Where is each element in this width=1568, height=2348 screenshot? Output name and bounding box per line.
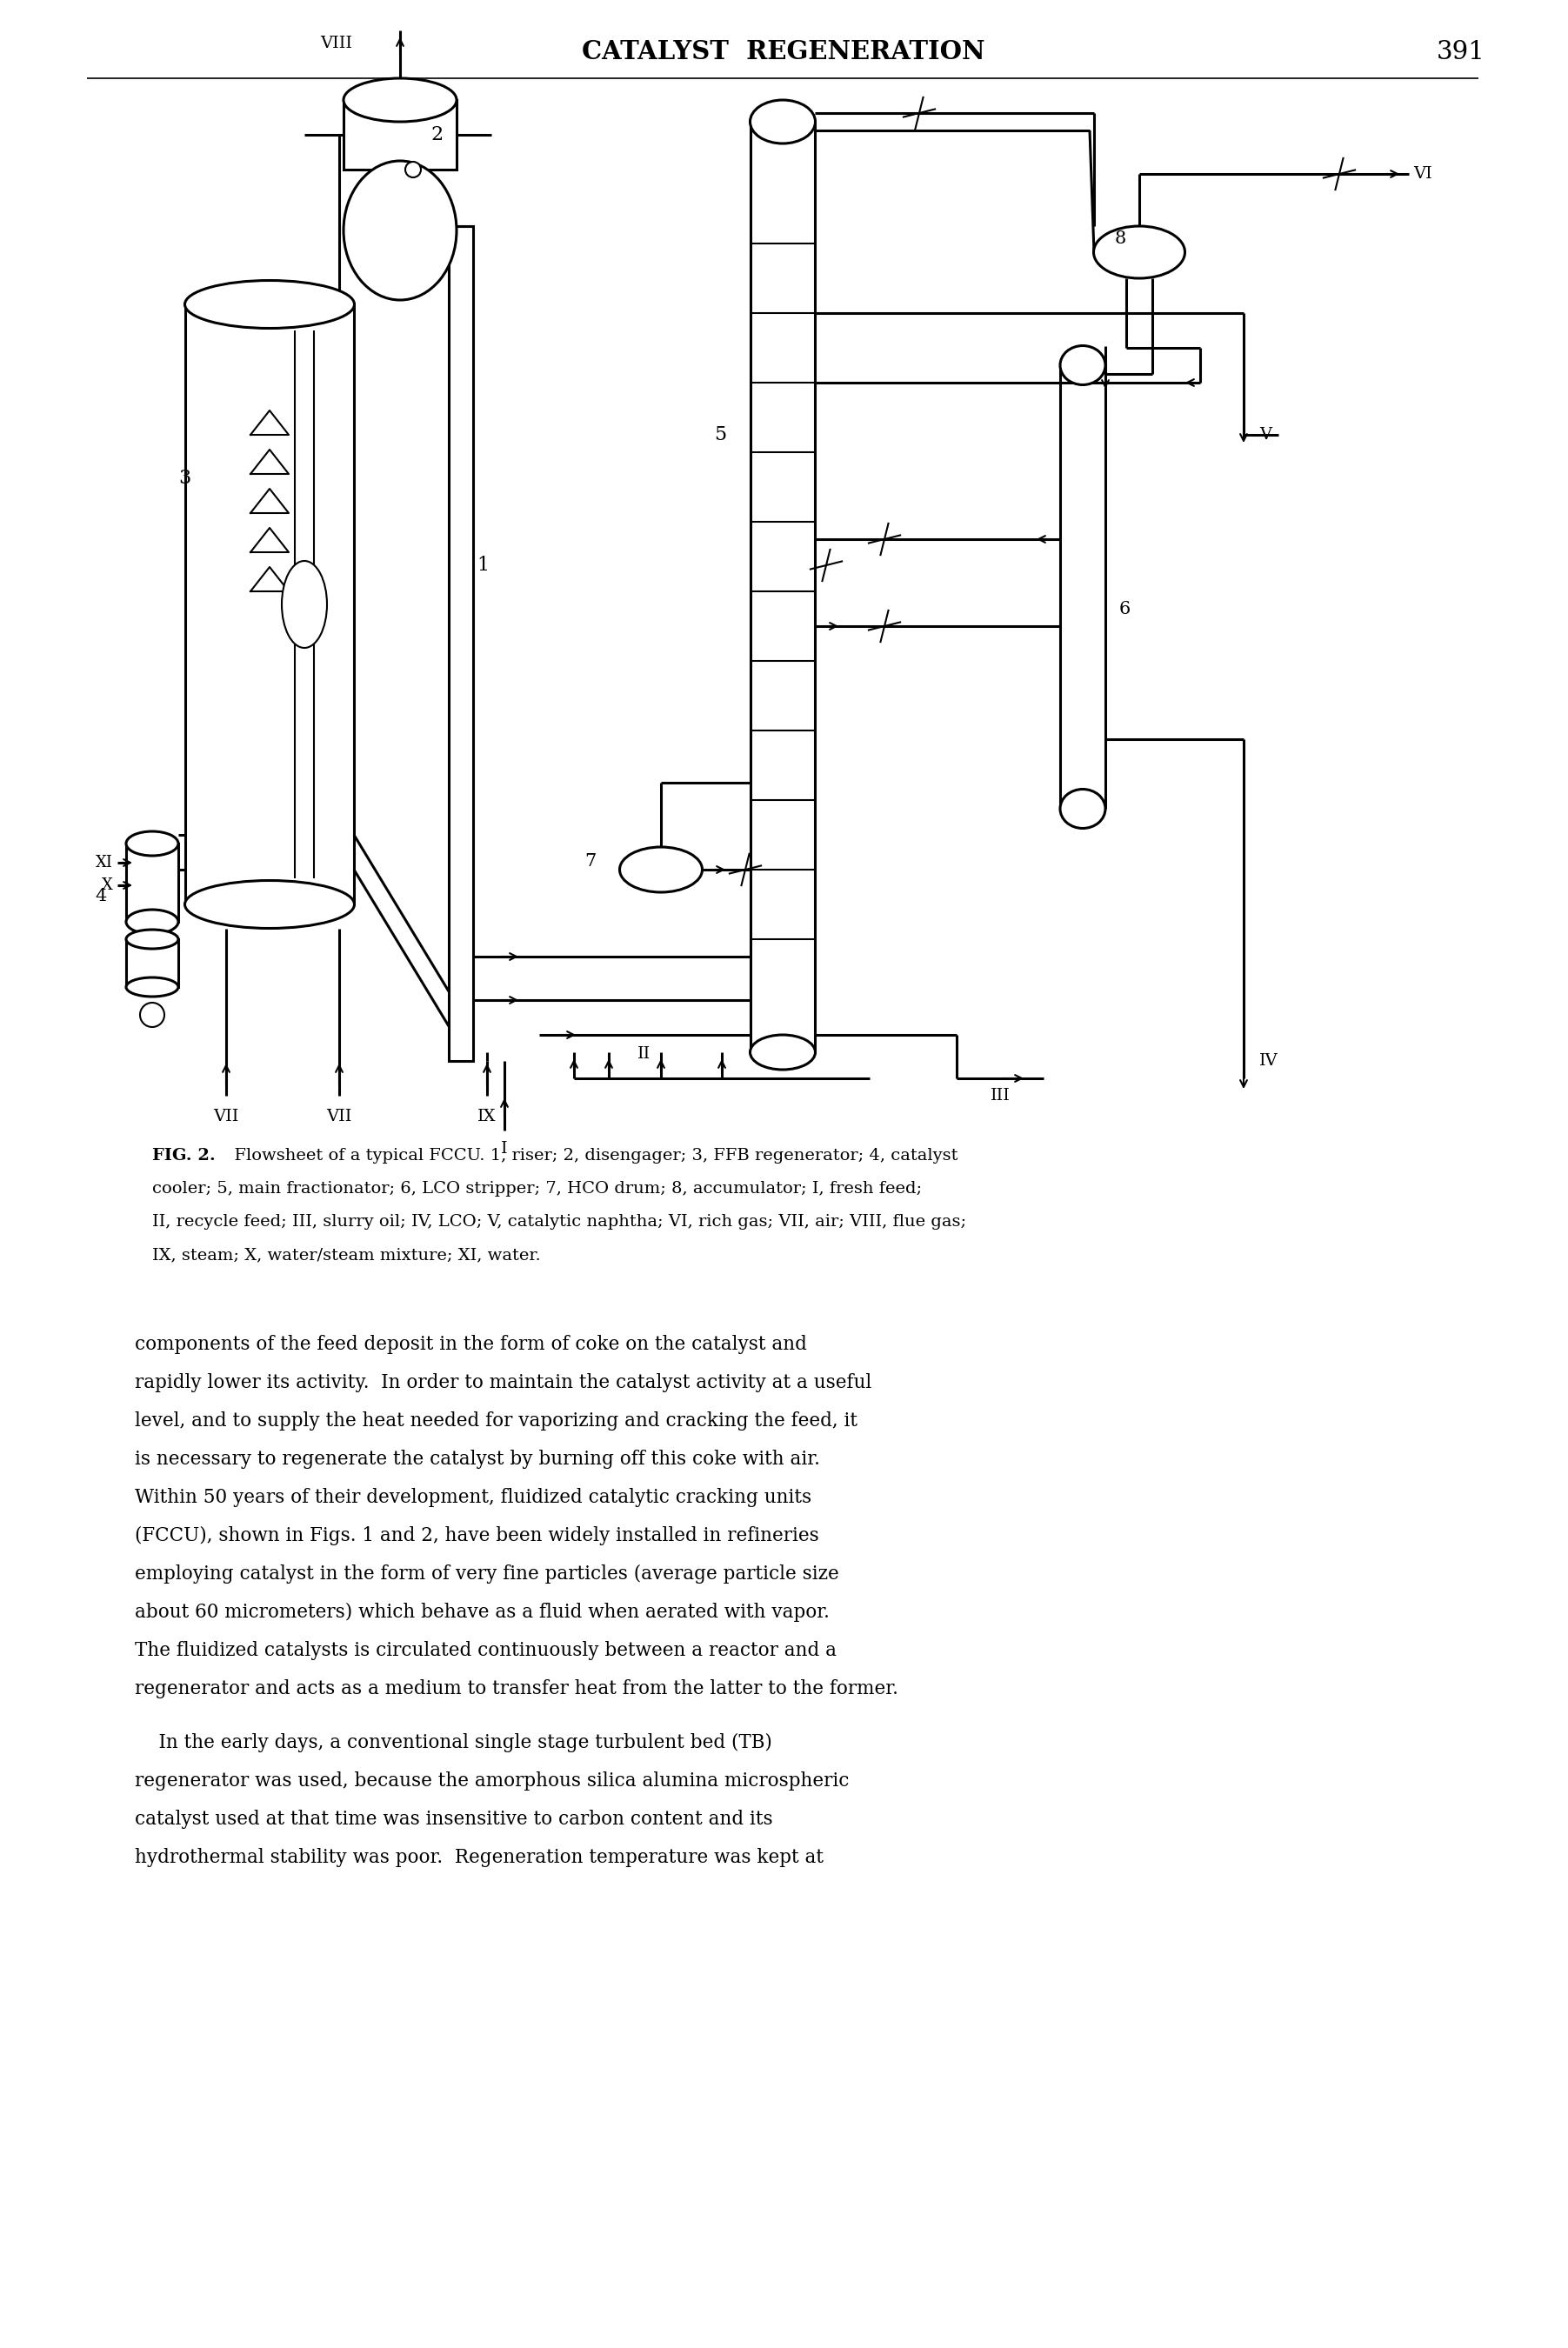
Text: I: I [502,1141,508,1158]
Text: is necessary to regenerate the catalyst by burning off this coke with air.: is necessary to regenerate the catalyst … [135,1449,820,1470]
Ellipse shape [1060,789,1105,829]
Ellipse shape [405,162,420,178]
Text: 3: 3 [179,470,191,488]
Text: VI: VI [1413,167,1432,181]
Text: VIII: VIII [320,35,353,52]
Ellipse shape [1060,345,1105,385]
Text: CATALYST  REGENERATION: CATALYST REGENERATION [582,40,985,66]
Text: In the early days, a conventional single stage turbulent bed (TB): In the early days, a conventional single… [135,1733,771,1752]
Text: cooler; 5, main fractionator; 6, LCO stripper; 7, HCO drum; 8, accumulator; I, f: cooler; 5, main fractionator; 6, LCO str… [152,1181,922,1197]
Ellipse shape [750,1035,815,1071]
Text: II, recycle feed; III, slurry oil; IV, LCO; V, catalytic naphtha; VI, rich gas; : II, recycle feed; III, slurry oil; IV, L… [152,1214,966,1230]
Ellipse shape [619,848,702,892]
Bar [125,939,179,986]
Text: catalyst used at that time was insensitive to carbon content and its: catalyst used at that time was insensiti… [135,1810,773,1829]
Text: regenerator and acts as a medium to transfer heat from the latter to the former.: regenerator and acts as a medium to tran… [135,1679,898,1698]
Text: 4: 4 [96,888,107,904]
Text: (FCCU), shown in Figs. 1 and 2, have been widely installed in refineries: (FCCU), shown in Figs. 1 and 2, have bee… [135,1526,818,1545]
Ellipse shape [185,880,354,927]
Ellipse shape [125,909,179,935]
Bar [125,843,179,923]
Text: components of the feed deposit in the form of coke on the catalyst and: components of the feed deposit in the fo… [135,1336,808,1355]
Text: regenerator was used, because the amorphous silica alumina microspheric: regenerator was used, because the amorph… [135,1770,850,1792]
Text: IX: IX [478,1108,497,1125]
Text: IX, steam; X, water/steam mixture; XI, water.: IX, steam; X, water/steam mixture; XI, w… [152,1247,541,1263]
Text: rapidly lower its activity.  In order to maintain the catalyst activity at a use: rapidly lower its activity. In order to … [135,1374,872,1392]
Text: employing catalyst in the form of very fine particles (average particle size: employing catalyst in the form of very f… [135,1564,839,1583]
Text: X: X [102,878,113,892]
Text: 8: 8 [1115,230,1126,247]
Text: The fluidized catalysts is circulated continuously between a reactor and a: The fluidized catalysts is circulated co… [135,1641,837,1660]
Ellipse shape [343,162,456,301]
Text: VII: VII [213,1108,238,1125]
Ellipse shape [185,279,354,329]
Text: II: II [638,1047,651,1061]
Text: Within 50 years of their development, fluidized catalytic cracking units: Within 50 years of their development, fl… [135,1489,812,1507]
Bar [448,225,474,1061]
Text: V: V [1259,427,1272,444]
Bar [343,101,456,169]
Ellipse shape [282,561,328,648]
Text: 5: 5 [713,425,726,444]
Text: FIG. 2.: FIG. 2. [152,1148,215,1165]
Ellipse shape [125,831,179,855]
Text: level, and to supply the heat needed for vaporizing and cracking the feed, it: level, and to supply the heat needed for… [135,1411,858,1430]
Text: XI: XI [96,855,113,871]
Ellipse shape [1093,225,1185,279]
Text: hydrothermal stability was poor.  Regeneration temperature was kept at: hydrothermal stability was poor. Regener… [135,1848,823,1867]
Text: Flowsheet of a typical FCCU. 1, riser; 2, disengager; 3, FFB regenerator; 4, cat: Flowsheet of a typical FCCU. 1, riser; 2… [224,1148,958,1165]
Text: VII: VII [326,1108,351,1125]
Text: 1: 1 [477,556,489,575]
Ellipse shape [140,1003,165,1026]
Text: 6: 6 [1120,601,1131,618]
Ellipse shape [125,977,179,996]
Text: 7: 7 [585,852,596,869]
Ellipse shape [343,77,456,122]
Text: about 60 micrometers) which behave as a fluid when aerated with vapor.: about 60 micrometers) which behave as a … [135,1604,829,1622]
Text: III: III [989,1087,1010,1104]
Text: 2: 2 [431,124,442,143]
Text: 391: 391 [1436,40,1485,63]
Ellipse shape [125,930,179,949]
Ellipse shape [750,101,815,143]
Text: IV: IV [1259,1054,1278,1068]
